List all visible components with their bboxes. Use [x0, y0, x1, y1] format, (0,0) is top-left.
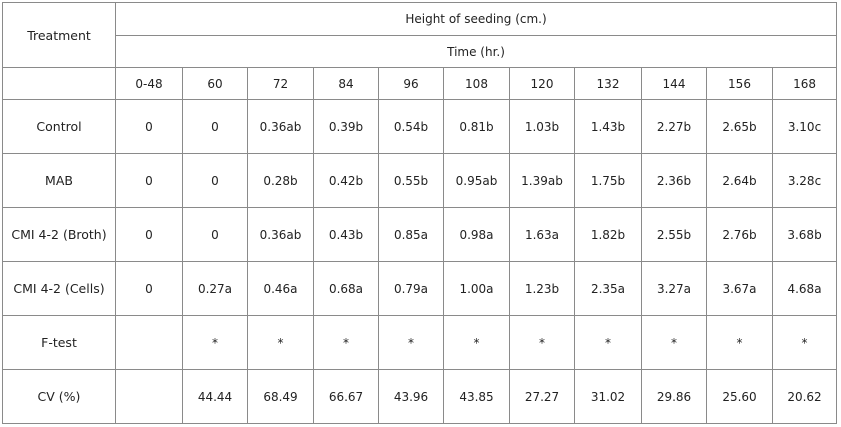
- table-cell: 68.49: [247, 369, 314, 424]
- table-cell: *: [509, 315, 575, 370]
- time-column-header: 156: [706, 67, 773, 100]
- table-cell: 0.68a: [313, 261, 379, 316]
- table-cell: 0.95ab: [443, 153, 510, 208]
- table-cell: [115, 369, 183, 424]
- table-cell: 2.64b: [706, 153, 773, 208]
- table-cell: 1.23b: [509, 261, 575, 316]
- table-cell: 0: [115, 261, 183, 316]
- table-cell: 25.60: [706, 369, 773, 424]
- table-cell: 0.27a: [182, 261, 248, 316]
- table-cell: 3.27a: [641, 261, 707, 316]
- table-cell: 0: [182, 207, 248, 262]
- table-cell: 0: [182, 99, 248, 154]
- table-cell: 0.98a: [443, 207, 510, 262]
- table-row: Control 0 0 0.36ab 0.39b 0.54b 0.81b 1.03b 1.43b…: [2, 99, 838, 154]
- table-cell: 0.85a: [378, 207, 444, 262]
- table-cell: 0.42b: [313, 153, 379, 208]
- table-cell: *: [247, 315, 314, 370]
- table-cell: 0.39b: [313, 99, 379, 154]
- time-column-header: 168: [771, 67, 838, 100]
- table-cell: 0.28b: [247, 153, 314, 208]
- row-label: CMI 4-2 (Broth): [2, 207, 116, 262]
- table-cell: 43.96: [378, 369, 444, 424]
- table-cell: 3.28c: [771, 153, 838, 208]
- table-cell: 20.62: [771, 369, 838, 424]
- row-label: F-test: [2, 315, 116, 370]
- time-column-header: 120: [509, 67, 575, 100]
- table-cell: 2.55b: [641, 207, 707, 262]
- table-cell: 0.81b: [443, 99, 510, 154]
- empty-corner-cell: [2, 67, 116, 100]
- table-cell: 3.10c: [771, 99, 838, 154]
- table-cell: 27.27: [509, 369, 575, 424]
- table-cell: 2.27b: [641, 99, 707, 154]
- table-cell: 0.43b: [313, 207, 379, 262]
- table-cell: 44.44: [182, 369, 248, 424]
- height-header: Height of seeding (cm.): [114, 2, 838, 36]
- table-cell: *: [443, 315, 510, 370]
- time-column-header: 144: [641, 67, 707, 100]
- table-cell: 2.65b: [706, 99, 773, 154]
- table-cell: 2.35a: [574, 261, 642, 316]
- table-cell: *: [706, 315, 773, 370]
- table-cell: *: [771, 315, 838, 370]
- table-cell: 0.55b: [378, 153, 444, 208]
- table-cell: 0: [115, 153, 183, 208]
- table-cell: 1.75b: [574, 153, 642, 208]
- table-cell: 1.82b: [574, 207, 642, 262]
- table-cell: [115, 315, 183, 370]
- table-cell: 0.79a: [378, 261, 444, 316]
- table-cell: *: [641, 315, 707, 370]
- table-cell: 0.36ab: [247, 99, 314, 154]
- time-header: Time (hr.): [114, 35, 838, 68]
- table-cell: 0: [115, 207, 183, 262]
- table-cell: *: [378, 315, 444, 370]
- treatment-header: Treatment: [2, 2, 116, 68]
- time-column-header: 132: [574, 67, 642, 100]
- table-cell: 66.67: [313, 369, 379, 424]
- table-row: CV (%) 44.44 68.49 66.67 43.96 43.85 27.27 31.0…: [2, 369, 838, 424]
- time-column-header: 108: [443, 67, 510, 100]
- table-cell: *: [182, 315, 248, 370]
- table-cell: *: [574, 315, 642, 370]
- time-columns-row: 0-48 60 72 84 96 108 120 132 144 156 168: [2, 67, 838, 100]
- table-row: F-test * * * * * * * * * *: [2, 315, 838, 370]
- table-cell: 29.86: [641, 369, 707, 424]
- table-cell: 2.76b: [706, 207, 773, 262]
- table-cell: 0.36ab: [247, 207, 314, 262]
- time-column-header: 72: [247, 67, 314, 100]
- time-column-header: 60: [182, 67, 248, 100]
- table-cell: 1.00a: [443, 261, 510, 316]
- table-cell: 0.54b: [378, 99, 444, 154]
- table-cell: *: [313, 315, 379, 370]
- table-row: CMI 4-2 (Broth) 0 0 0.36ab 0.43b 0.85a 0.98a 1.…: [2, 207, 838, 262]
- table-cell: 3.68b: [771, 207, 838, 262]
- table-cell: 0: [182, 153, 248, 208]
- row-label: MAB: [2, 153, 116, 208]
- time-column-header: 96: [378, 67, 444, 100]
- table-cell: 0: [115, 99, 183, 154]
- table-cell: 1.43b: [574, 99, 642, 154]
- time-column-header: 0-48: [115, 67, 183, 100]
- table-cell: 4.68a: [771, 261, 838, 316]
- table-cell: 3.67a: [706, 261, 773, 316]
- table-cell: 2.36b: [641, 153, 707, 208]
- row-label: Control: [2, 99, 116, 154]
- time-column-header: 84: [313, 67, 379, 100]
- row-label: CMI 4-2 (Cells): [2, 261, 116, 316]
- row-label: CV (%): [2, 369, 116, 424]
- table-row: CMI 4-2 (Cells) 0 0.27a 0.46a 0.68a 0.79a 1.00…: [2, 261, 838, 316]
- table-row: MAB 0 0 0.28b 0.42b 0.55b 0.95ab 1.39ab 1.75b 2.3…: [2, 153, 838, 208]
- table-cell: 1.03b: [509, 99, 575, 154]
- table-cell: 0.46a: [247, 261, 314, 316]
- table-cell: 31.02: [574, 369, 642, 424]
- table-cell: 1.39ab: [509, 153, 575, 208]
- table-cell: 43.85: [443, 369, 510, 424]
- table-cell: 1.63a: [509, 207, 575, 262]
